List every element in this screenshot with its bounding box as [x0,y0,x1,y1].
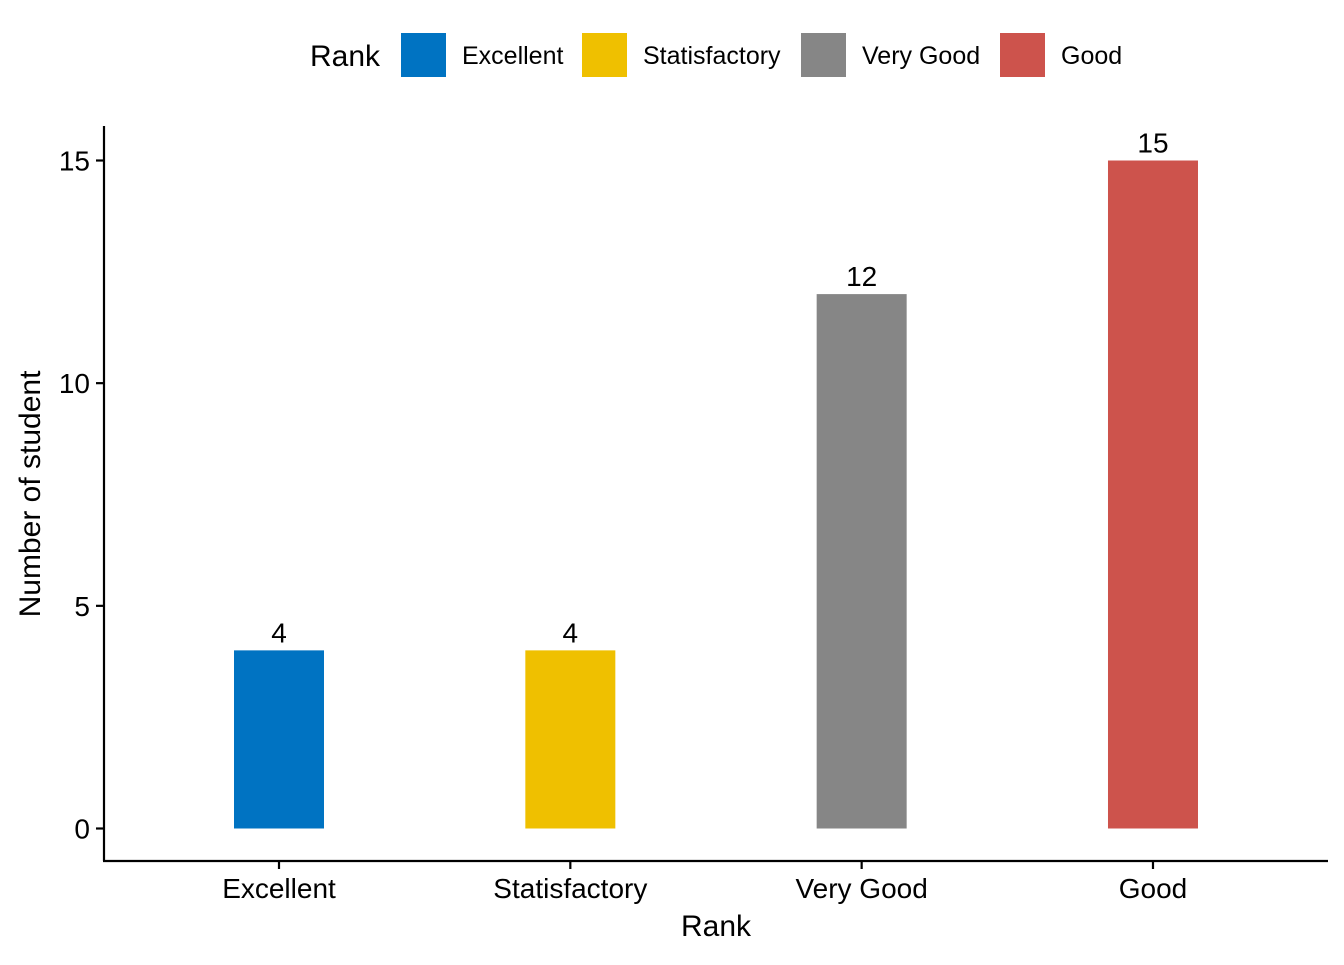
legend: Rank Excellent Statisfactory Very Good Good [310,33,1122,77]
legend-label-good: Good [1061,42,1122,70]
x-axis-title: Rank [681,910,752,943]
bar-statisfactory [525,650,616,829]
data-label-very-good: 12 [846,261,877,292]
legend-items: Excellent Statisfactory Very Good Good [401,33,1122,77]
legend-label-excellent: Excellent [462,42,563,70]
y-tick-label: 15 [59,146,90,177]
bar-good [1107,160,1198,829]
bar-excellent [234,650,324,829]
legend-label-statisfactory: Statisfactory [643,42,781,70]
legend-swatch-good [1000,33,1045,77]
axes: 0 5 10 15 Excellent Statisfactory Very Good Go… [59,126,1328,904]
bar-labels: 4 4 12 15 [271,128,1168,649]
x-ticks: Excellent Statisfactory Very Good Good [222,861,1187,904]
y-tick-label: 5 [74,591,90,622]
legend-swatch-excellent [401,33,446,77]
data-label-excellent: 4 [271,617,287,648]
legend-swatch-statisfactory [582,33,627,77]
y-axis-title: Number of student [14,370,47,617]
y-tick-label: 0 [74,814,90,845]
data-label-good: 15 [1137,128,1168,159]
y-tick-label: 10 [59,368,90,399]
y-ticks: 0 5 10 15 [59,146,104,845]
data-label-statisfactory: 4 [563,617,579,648]
legend-title: Rank [310,40,381,73]
x-tick-label-good: Good [1119,873,1188,904]
x-tick-label-statisfactory: Statisfactory [493,873,647,904]
x-tick-label-excellent: Excellent [222,873,336,904]
bar-very-good [816,294,907,829]
legend-swatch-very-good [801,33,846,77]
legend-label-very-good: Very Good [862,42,980,70]
bars [234,160,1198,829]
x-tick-label-very-good: Very Good [796,873,928,904]
